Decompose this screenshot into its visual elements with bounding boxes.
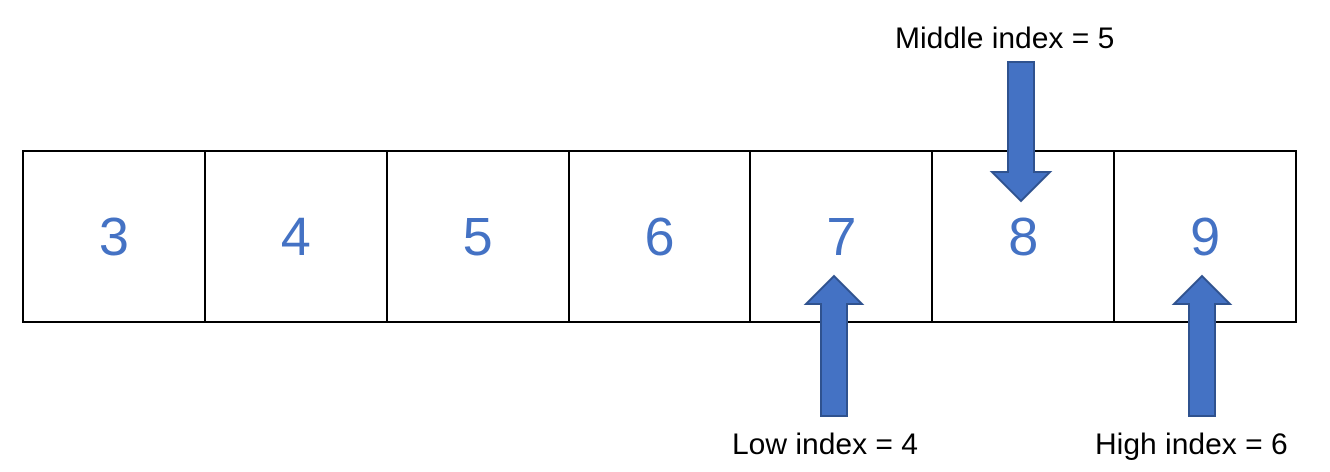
low-index-label: Low index = 4	[732, 428, 918, 461]
high-arrow-icon	[1171, 274, 1233, 417]
middle-index-label: Middle index = 5	[895, 22, 1115, 55]
array-value-1: 4	[280, 206, 311, 267]
low-arrow-icon	[803, 274, 865, 417]
array-value-0: 3	[98, 206, 129, 267]
array-value-4: 7	[826, 206, 857, 267]
array-cell-4: 7	[751, 152, 934, 321]
array-value-5: 8	[1008, 206, 1039, 267]
array-cell-3: 6	[570, 152, 752, 321]
array-cell-2: 5	[388, 152, 570, 321]
array-value-6: 9	[1190, 206, 1221, 267]
middle-arrow-icon	[989, 61, 1053, 203]
array-value-2: 5	[462, 206, 493, 267]
array-cell-0: 3	[24, 152, 206, 321]
array-cell-6: 9	[1115, 152, 1295, 321]
array-cell-5: 8	[933, 152, 1116, 321]
array-cell-1: 4	[206, 152, 388, 321]
array-container: 3 4 5 6 7 8 9	[22, 150, 1297, 323]
high-index-label: High index = 6	[1095, 428, 1288, 461]
array-value-3: 6	[644, 206, 675, 267]
